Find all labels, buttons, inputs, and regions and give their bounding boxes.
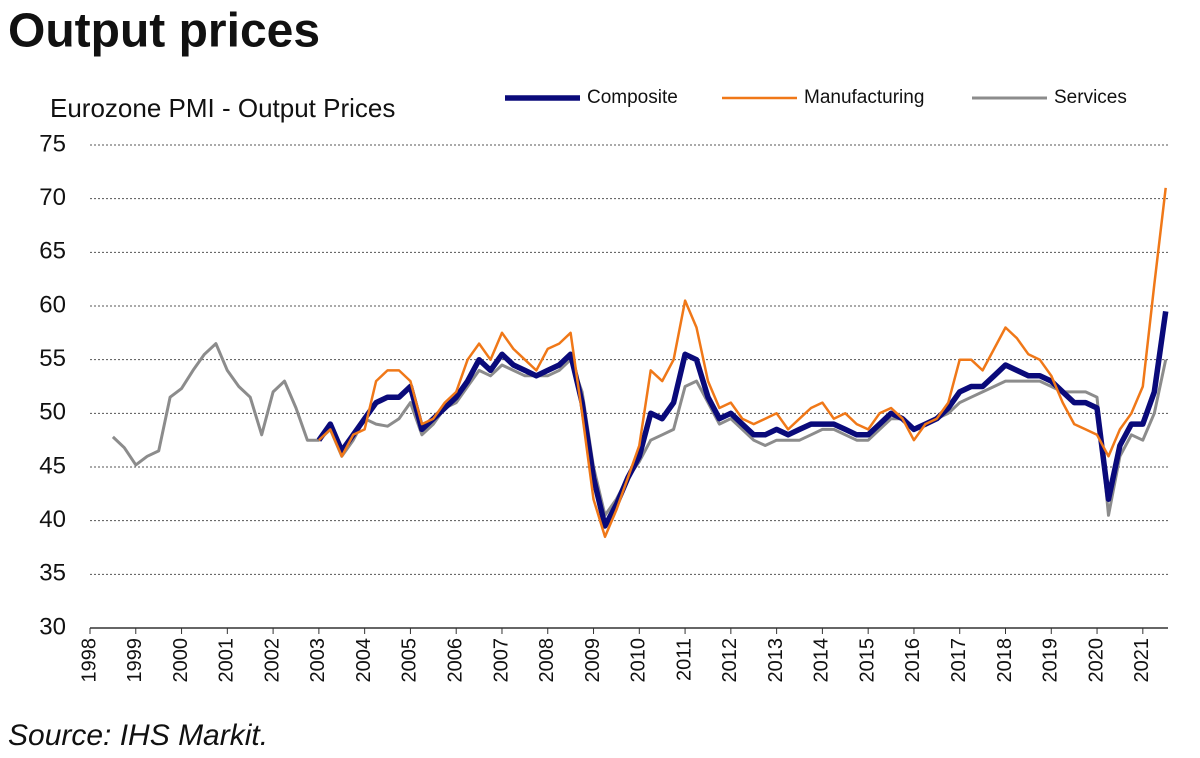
y-tick-label: 75 xyxy=(39,130,66,157)
x-tick-label: 2009 xyxy=(582,638,604,683)
x-tick-label: 2006 xyxy=(444,638,466,683)
y-tick-label: 45 xyxy=(39,452,66,479)
source-note: Source: IHS Markit. xyxy=(8,719,268,752)
y-tick-label: 40 xyxy=(39,506,66,533)
x-tick-label: 2016 xyxy=(902,638,924,683)
x-tick-label: 2010 xyxy=(628,638,650,683)
y-tick-label: 50 xyxy=(39,399,66,426)
x-tick-label: 2020 xyxy=(1085,638,1107,683)
series-line xyxy=(318,187,1167,539)
x-tick-label: 2012 xyxy=(719,638,741,683)
x-tick-label: 2007 xyxy=(490,638,512,683)
x-tick-label: 2001 xyxy=(216,638,238,683)
x-tick-label: 2014 xyxy=(811,638,833,683)
chart-title: Output prices xyxy=(8,5,320,58)
x-tick-label: 2005 xyxy=(399,638,421,683)
x-tick-label: 2000 xyxy=(170,638,192,683)
x-tick-label: 2013 xyxy=(765,638,787,683)
x-tick-label: 2003 xyxy=(307,638,329,683)
x-tick-label: 2019 xyxy=(1040,638,1062,683)
y-tick-label: 30 xyxy=(39,613,66,640)
x-tick-label: 2004 xyxy=(353,638,375,683)
legend-label: Manufacturing xyxy=(804,87,924,108)
y-tick-label: 65 xyxy=(39,238,66,265)
x-tick-label: 1999 xyxy=(124,638,146,683)
legend-label: Services xyxy=(1054,87,1127,108)
x-tick-label: 2021 xyxy=(1131,638,1153,683)
chart-subtitle: Eurozone PMI - Output Prices xyxy=(50,93,395,123)
legend-label: Composite xyxy=(587,87,678,108)
x-tick-label: 2015 xyxy=(856,638,878,683)
y-tick-label: 35 xyxy=(39,560,66,587)
x-tick-label: 2002 xyxy=(261,638,283,683)
x-tick-label: 1998 xyxy=(78,638,100,683)
series-line xyxy=(111,342,1168,517)
x-tick-label: 2011 xyxy=(673,638,695,681)
y-tick-label: 60 xyxy=(39,291,66,318)
series-line xyxy=(316,311,1169,529)
y-tick-label: 55 xyxy=(39,345,66,372)
x-tick-label: 2008 xyxy=(536,638,558,683)
x-tick-label: 2017 xyxy=(948,638,970,683)
y-tick-label: 70 xyxy=(39,184,66,211)
x-tick-label: 2018 xyxy=(994,638,1016,683)
